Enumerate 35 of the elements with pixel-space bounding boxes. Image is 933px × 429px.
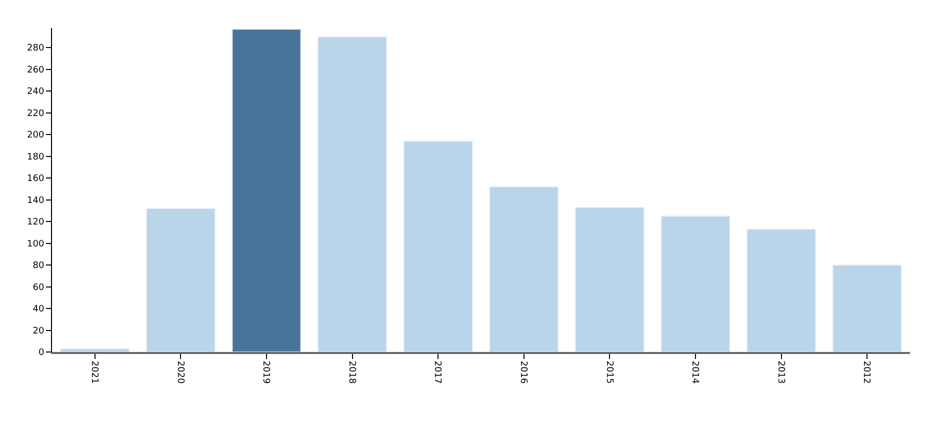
y-tick-label: 160 xyxy=(27,174,44,184)
y-tick-label: 80 xyxy=(32,261,44,272)
x-tick-label: 2018 xyxy=(346,360,356,384)
bar xyxy=(746,228,816,352)
y-tick-label: 100 xyxy=(27,239,44,250)
y-tick-label: 220 xyxy=(27,108,44,119)
y-tick-label: 0 xyxy=(38,348,44,358)
y-tick-label: 20 xyxy=(32,326,44,336)
y-tick-label: 240 xyxy=(27,87,44,98)
y-tick-label: 140 xyxy=(27,196,44,206)
bar xyxy=(60,348,130,352)
bar xyxy=(832,264,902,352)
x-tick-label: 2015 xyxy=(604,360,614,384)
x-tick-label: 2017 xyxy=(432,360,442,384)
bar xyxy=(574,206,645,352)
x-tick-label: 2019 xyxy=(260,360,271,384)
y-tick-label: 180 xyxy=(27,152,44,162)
bar xyxy=(403,140,473,352)
x-tick-label: 2014 xyxy=(690,360,700,384)
bar xyxy=(660,216,730,352)
x-tick-label: 2020 xyxy=(174,360,185,384)
y-tick-label: 60 xyxy=(32,282,44,293)
bar xyxy=(317,36,388,352)
x-tick-label: 2016 xyxy=(518,360,528,384)
y-tick-label: 120 xyxy=(27,218,44,228)
bar xyxy=(146,208,216,352)
y-tick-label: 200 xyxy=(27,130,44,141)
y-tick-label: 260 xyxy=(27,65,44,76)
x-tick-label: 2012 xyxy=(861,360,872,384)
y-tick-label: 280 xyxy=(27,44,44,54)
bar xyxy=(489,186,559,352)
x-tick-label: 2021 xyxy=(88,360,99,384)
y-tick-label: 40 xyxy=(32,304,44,315)
bar xyxy=(232,28,302,352)
x-tick-label: 2013 xyxy=(775,360,786,384)
